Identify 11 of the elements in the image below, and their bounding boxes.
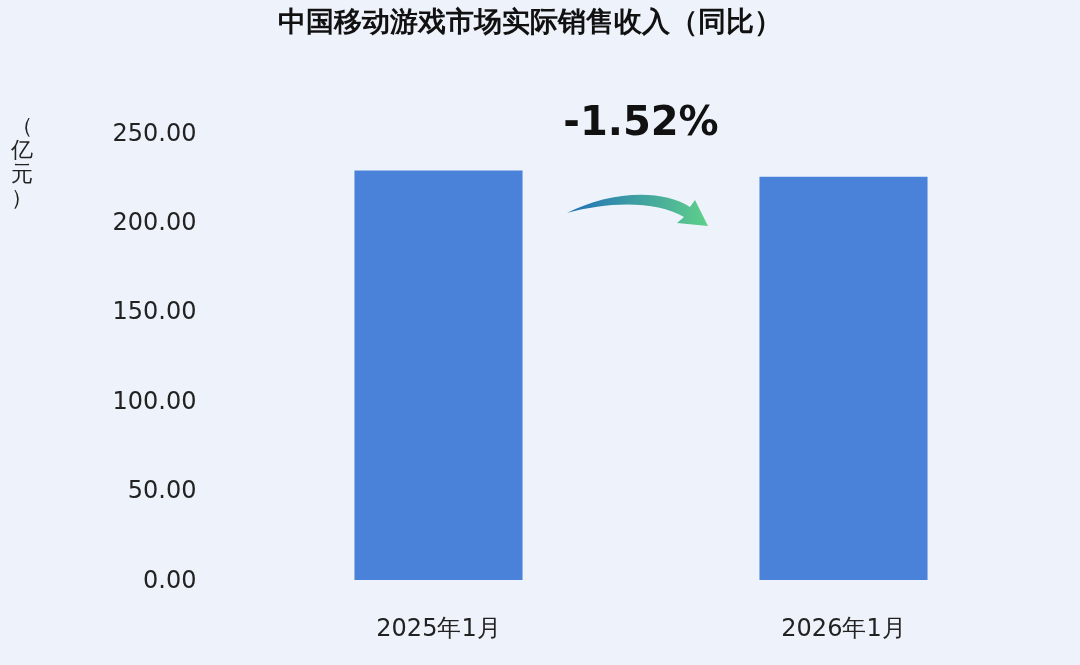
y-tick-label: 250.00 [112, 118, 197, 147]
y-axis-title: （亿元） [9, 112, 33, 210]
chart-title: 中国移动游戏市场实际销售收入（同比） [278, 5, 782, 38]
x-tick-label: 2025年1月 [376, 613, 501, 642]
y-tick-label: 150.00 [112, 297, 197, 326]
y-tick-label: 100.00 [112, 386, 197, 415]
annotation: -1.52% [563, 98, 719, 144]
x-tick-label: 2026年1月 [781, 613, 906, 642]
y-tick-label: 50.00 [127, 476, 197, 505]
y-tick-label: 0.00 [143, 565, 197, 594]
y-tick-label: 200.00 [112, 207, 197, 236]
